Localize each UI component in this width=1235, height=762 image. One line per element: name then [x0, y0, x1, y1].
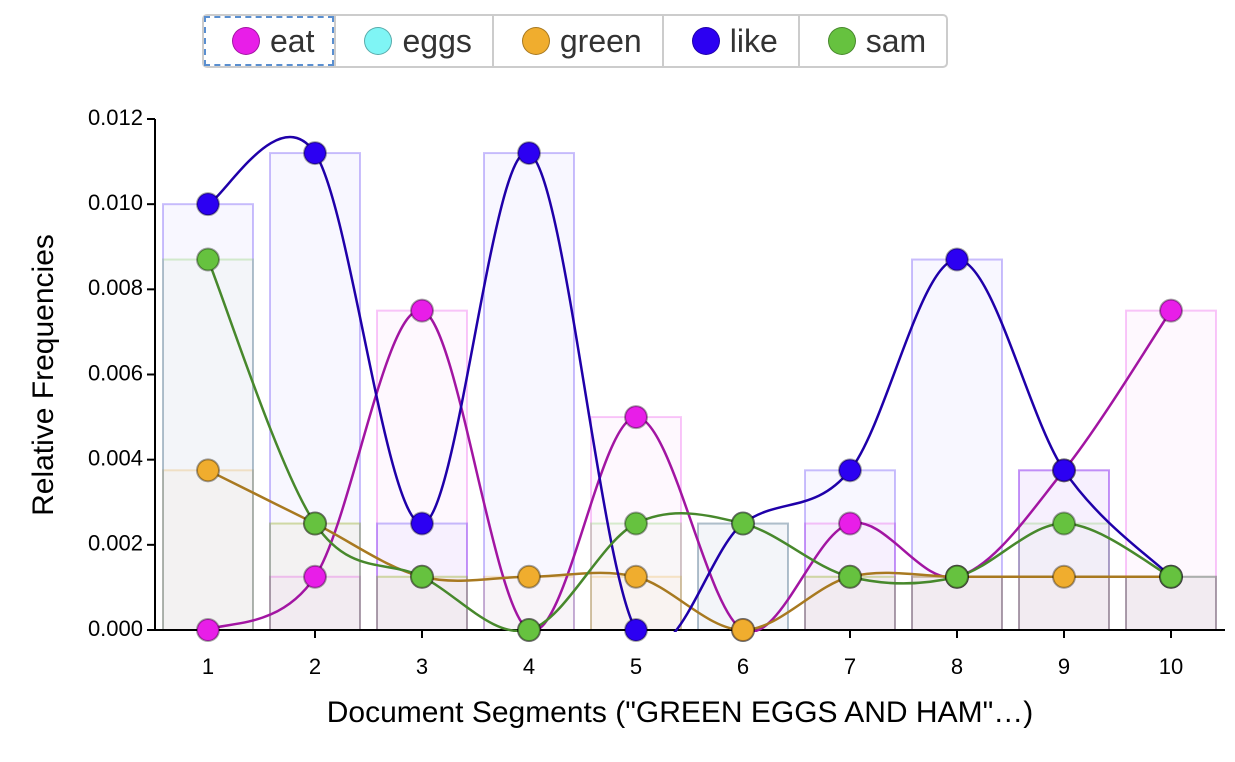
point	[838, 458, 862, 483]
x-tick-label: 5	[630, 654, 642, 679]
legend-swatch	[521, 27, 550, 55]
point	[1159, 564, 1183, 589]
legend-label: sam	[865, 22, 927, 59]
point	[196, 458, 220, 483]
y-axis-title: Relative Frequencies	[27, 234, 60, 516]
point	[410, 564, 434, 589]
legend-swatch	[364, 27, 393, 55]
y-tick-label: 0.002	[88, 531, 143, 556]
point	[517, 618, 541, 642]
legend: eat eggs green like sam	[202, 14, 949, 68]
point	[1159, 298, 1183, 323]
point	[303, 511, 327, 536]
y-tick-label: 0.010	[88, 190, 143, 215]
legend-label: eggs	[402, 22, 472, 59]
y-tick-label: 0.012	[88, 105, 143, 130]
legend-item[interactable]: sam	[797, 16, 946, 66]
point	[410, 511, 434, 536]
x-tick-label: 2	[309, 654, 321, 679]
x-tick-label: 10	[1159, 654, 1183, 679]
point	[196, 247, 220, 272]
point	[1052, 511, 1076, 536]
point	[410, 298, 434, 323]
point	[838, 564, 862, 589]
point	[731, 618, 755, 642]
y-tick-label: 0.004	[88, 445, 143, 470]
point	[945, 564, 969, 589]
point	[731, 511, 755, 536]
point	[838, 511, 862, 536]
y-tick-label: 0.008	[88, 275, 143, 300]
point	[624, 564, 648, 589]
x-tick-label: 8	[951, 654, 963, 679]
point	[624, 511, 648, 536]
point	[624, 618, 648, 642]
point	[303, 141, 327, 166]
point	[945, 247, 969, 272]
legend-label: eat	[270, 22, 315, 59]
point	[303, 564, 327, 589]
bar	[162, 258, 254, 631]
x-tick-label: 7	[844, 654, 856, 679]
x-tick-label: 9	[1058, 654, 1070, 679]
point	[624, 405, 648, 430]
x-axis-title: Document Segments ("GREEN EGGS AND HAM"……	[327, 696, 1033, 729]
x-tick-label: 6	[737, 654, 749, 679]
point	[1052, 564, 1076, 589]
legend-label: green	[559, 22, 642, 59]
y-tick-label: 0.000	[88, 616, 143, 641]
y-tick-label: 0.006	[88, 360, 143, 385]
legend-swatch	[691, 27, 720, 55]
legend-swatch	[827, 27, 856, 55]
legend-item[interactable]: green	[491, 16, 662, 66]
legend-item[interactable]: like	[661, 16, 798, 66]
point	[1052, 458, 1076, 483]
point	[196, 618, 220, 642]
legend-item[interactable]: eggs	[334, 16, 491, 66]
series-line	[206, 259, 1172, 632]
legend-swatch	[232, 27, 260, 55]
series-line	[207, 469, 1171, 632]
x-tick-label: 4	[523, 654, 535, 679]
legend-label: like	[729, 22, 778, 59]
legend-item[interactable]: eat	[204, 16, 335, 66]
x-tick-label: 3	[416, 654, 428, 679]
bars	[162, 152, 1217, 632]
point	[196, 192, 220, 217]
point	[517, 564, 541, 589]
point	[517, 141, 541, 166]
x-tick-label: 1	[202, 654, 214, 679]
